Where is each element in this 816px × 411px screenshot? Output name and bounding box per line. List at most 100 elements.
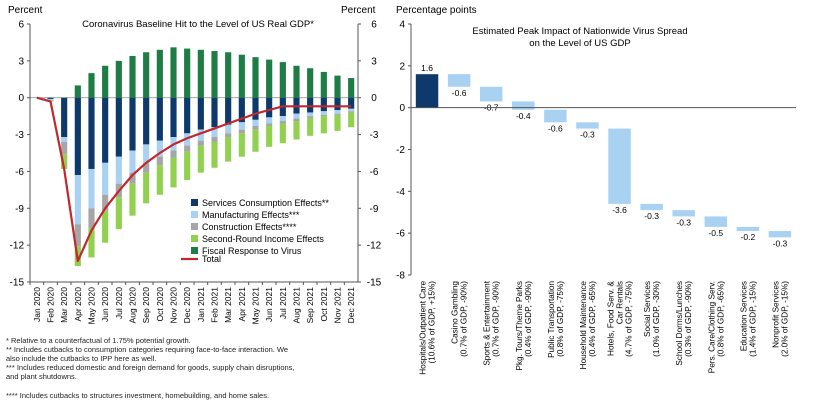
legend-label: Second-Round Income Effects	[202, 234, 324, 244]
bar-segment-second-round-income-effects	[115, 197, 122, 230]
bar-segment-services-consumption-effects	[252, 97, 259, 120]
right-y-tick-label: -9	[370, 204, 379, 215]
gdp-hit-chart: Percent Percent Coronavirus Baseline Hit…	[8, 5, 382, 324]
bar-segment-fiscal-response-to-virus	[293, 65, 300, 98]
waterfall-data-label: -0.3	[580, 130, 595, 140]
waterfall-category-label: (1.4% of GDP, -15%)	[748, 281, 757, 357]
waterfall-bar	[447, 74, 471, 87]
right-y-tick-label: 3	[371, 56, 377, 67]
bar-segment-fiscal-response-to-virus	[184, 48, 191, 98]
bar-segment-services-consumption-effects	[307, 97, 314, 113]
bar-segment-manufacturing-effects	[184, 133, 191, 146]
waterfall-category-label: Nonprofit Services	[771, 281, 780, 348]
bar-segment-services-consumption-effects	[211, 97, 218, 128]
bar-segment-second-round-income-effects	[211, 141, 218, 168]
bar-segment-manufacturing-effects	[225, 124, 232, 134]
waterfall-data-label: -0.6	[548, 123, 563, 133]
x-tick-label: Aug 2020	[128, 287, 138, 324]
bar-segment-services-consumption-effects	[47, 97, 54, 99]
waterfall-category-label: Pkg. Tours/Theme Parks	[515, 281, 524, 371]
bar-segment-fiscal-response-to-virus	[129, 55, 136, 98]
right-y-tick-label: -6	[370, 167, 379, 178]
bar-segment-manufacturing-effects	[334, 110, 341, 114]
bar-segment-services-consumption-effects	[61, 97, 68, 138]
waterfall-data-label: -0.4	[516, 111, 531, 121]
footnote-2: ** Includes cutbacks to consumption cate…	[6, 345, 289, 354]
left-y-tick-label: -15	[10, 278, 25, 289]
waterfall-category-label: Social Services	[643, 281, 652, 337]
bar-segment-construction-effects	[334, 113, 341, 115]
bar-segment-fiscal-response-to-virus	[225, 52, 232, 98]
waterfall-bar	[576, 122, 599, 129]
waterfall-category-label: (1.0% of GDP, -30%)	[652, 281, 661, 357]
footnote-6: **** Includes cutbacks to structures inv…	[6, 391, 270, 400]
right-chart-title-line2: on the Level of US GDP	[529, 38, 630, 49]
bar-segment-manufacturing-effects	[279, 116, 286, 122]
waterfall-bar	[704, 216, 728, 227]
bar-segment-manufacturing-effects	[143, 144, 150, 163]
bar-segment-construction-effects	[197, 140, 204, 146]
bar-segment-services-consumption-effects	[88, 97, 95, 169]
x-tick-label: Jan 2020	[32, 287, 42, 322]
bar-segment-services-consumption-effects	[320, 97, 327, 112]
x-tick-label: Feb 2021	[210, 287, 220, 323]
bar-segment-services-consumption-effects	[266, 97, 273, 118]
bar-segment-fiscal-response-to-virus	[102, 65, 109, 98]
waterfall-category-label: (0.4% of GDP, -65%)	[588, 281, 597, 357]
waterfall-category-label: (2.0% of GDP, -15%)	[780, 281, 789, 357]
bar-segment-fiscal-response-to-virus	[320, 71, 327, 98]
waterfall-category-label: (10.6% of GDP, +15%)	[428, 281, 437, 364]
left-y-tick-label: 6	[18, 20, 24, 31]
x-tick-label: Jun 2021	[264, 287, 274, 322]
bar-segment-construction-effects	[348, 111, 355, 113]
bar-segment-fiscal-response-to-virus	[143, 52, 150, 98]
bar-segment-manufacturing-effects	[252, 119, 259, 126]
x-tick-label: Jan 2021	[196, 287, 206, 322]
left-y-tick-label: -6	[15, 167, 24, 178]
bar-segment-second-round-income-effects	[279, 123, 286, 144]
bar-segment-construction-effects	[307, 116, 314, 119]
x-tick-label: Apr 2021	[237, 287, 247, 322]
bar-segment-second-round-income-effects	[197, 145, 204, 173]
x-tick-label: Nov 2020	[169, 287, 179, 324]
waterfall-category-label: (0.8% of GDP, -75%)	[556, 281, 565, 357]
bar-segment-services-consumption-effects	[334, 97, 341, 110]
bar-segment-second-round-income-effects	[88, 227, 95, 258]
bar-segment-second-round-income-effects	[320, 116, 327, 134]
waterfall-category-label: Education Services	[739, 281, 748, 351]
x-tick-label: Dec 2021	[346, 287, 356, 324]
x-tick-label: Sep 2021	[305, 287, 315, 324]
bar-segment-manufacturing-effects	[74, 175, 81, 225]
legend-swatch	[191, 211, 198, 218]
bar-segment-manufacturing-effects	[293, 113, 300, 119]
right-y-tick-label: 6	[371, 20, 377, 31]
bar-segment-fiscal-response-to-virus	[74, 85, 81, 98]
x-tick-label: Dec 2020	[182, 287, 192, 324]
right-chart-y-tick-label: -8	[396, 271, 405, 282]
legend-label: Fiscal Response to Virus	[202, 246, 302, 256]
right-axis-title: Percent	[341, 5, 376, 16]
left-y-tick-label: 3	[18, 56, 24, 67]
bar-segment-second-round-income-effects	[170, 157, 177, 188]
bar-segment-manufacturing-effects	[307, 112, 314, 117]
bar-segment-construction-effects	[129, 172, 136, 184]
bar-segment-construction-effects	[279, 121, 286, 124]
bar-segment-fiscal-response-to-virus	[307, 68, 314, 98]
waterfall-data-label: -0.2	[741, 232, 756, 242]
waterfall-category-label: (0.3% of GDP, -90%)	[684, 281, 693, 357]
bar-segment-fiscal-response-to-virus	[211, 51, 218, 98]
bar-segment-second-round-income-effects	[225, 137, 232, 162]
bar-segment-construction-effects	[61, 141, 68, 155]
legend-swatch	[191, 247, 198, 254]
waterfall-category-label: School Dorms/Lunches	[675, 281, 684, 366]
bar-segment-manufacturing-effects	[197, 129, 204, 141]
left-y-tick-label: 0	[18, 93, 24, 104]
waterfall-category-label: (4.7% of GDP, -75%)	[625, 281, 634, 357]
x-tick-label: May 2021	[251, 287, 261, 325]
right-chart-y-tick-label: -2	[396, 145, 405, 156]
right-chart-y-tick-label: 0	[399, 103, 405, 114]
bar-segment-manufacturing-effects	[348, 108, 355, 112]
bar-segment-second-round-income-effects	[102, 210, 109, 243]
legend-label: Construction Effects****	[202, 222, 297, 232]
bar-segment-construction-effects	[170, 150, 177, 158]
